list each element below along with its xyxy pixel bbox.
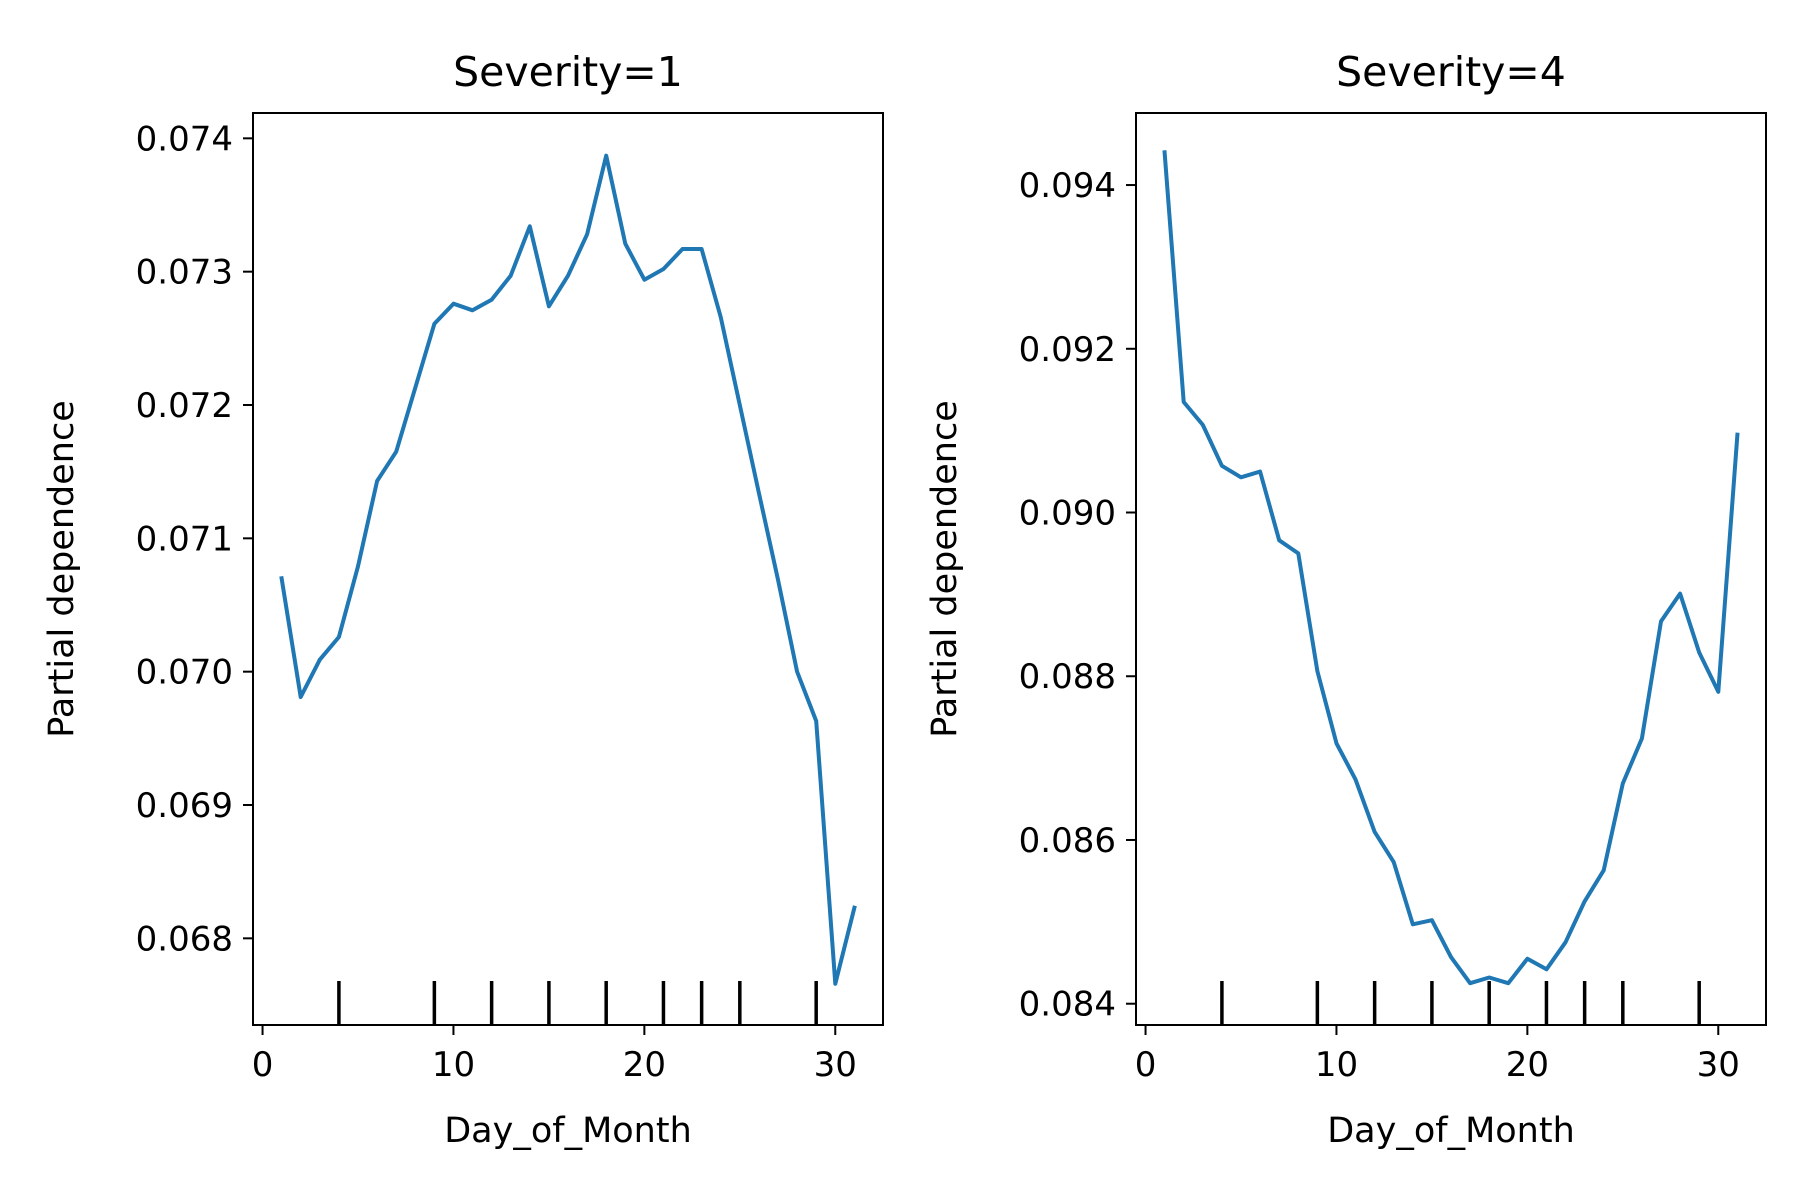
y-axis-label: Partial dependence (925, 400, 965, 738)
y-tick-label: 0.090 (1019, 494, 1116, 534)
chart-panel-1: Severity=1 Day_of_Month Partial dependence… (42, 48, 884, 1151)
x-tick-label: 20 (623, 1045, 666, 1085)
x-tick-label: 20 (1506, 1045, 1549, 1085)
y-tick-label: 0.084 (1019, 985, 1116, 1025)
partial-dependence-line (279, 153, 857, 986)
y-tick-label: 0.092 (1019, 330, 1116, 370)
y-tick-label: 0.073 (136, 253, 233, 293)
chart-title: Severity=1 (453, 48, 683, 96)
partial-dependence-line (1162, 150, 1740, 986)
y-tick-label: 0.088 (1019, 657, 1116, 697)
y-tick-label: 0.069 (136, 786, 233, 826)
x-tick-label: 0 (1135, 1045, 1157, 1085)
plot-area-frame (252, 112, 884, 1026)
y-tick-label: 0.068 (136, 919, 233, 959)
y-tick-label: 0.070 (136, 653, 233, 693)
x-tick-label: 30 (1697, 1045, 1740, 1085)
y-tick-label: 0.072 (136, 386, 233, 426)
chart-panel-2: Severity=4 Day_of_Month Partial dependence… (925, 48, 1767, 1151)
x-tick-label: 0 (252, 1045, 274, 1085)
x-tick-label: 10 (1315, 1045, 1358, 1085)
x-tick-label: 10 (432, 1045, 475, 1085)
y-axis-label: Partial dependence (42, 400, 82, 738)
x-axis-label: Day_of_Month (1327, 1111, 1575, 1151)
x-axis-label: Day_of_Month (444, 1111, 692, 1151)
y-tick-label: 0.071 (136, 519, 233, 559)
plot-area-frame (1135, 112, 1767, 1026)
x-tick-label: 30 (814, 1045, 857, 1085)
y-tick-label: 0.086 (1019, 821, 1116, 861)
y-tick-label: 0.074 (136, 119, 233, 159)
chart-title: Severity=4 (1336, 48, 1566, 96)
y-tick-label: 0.094 (1019, 166, 1116, 206)
